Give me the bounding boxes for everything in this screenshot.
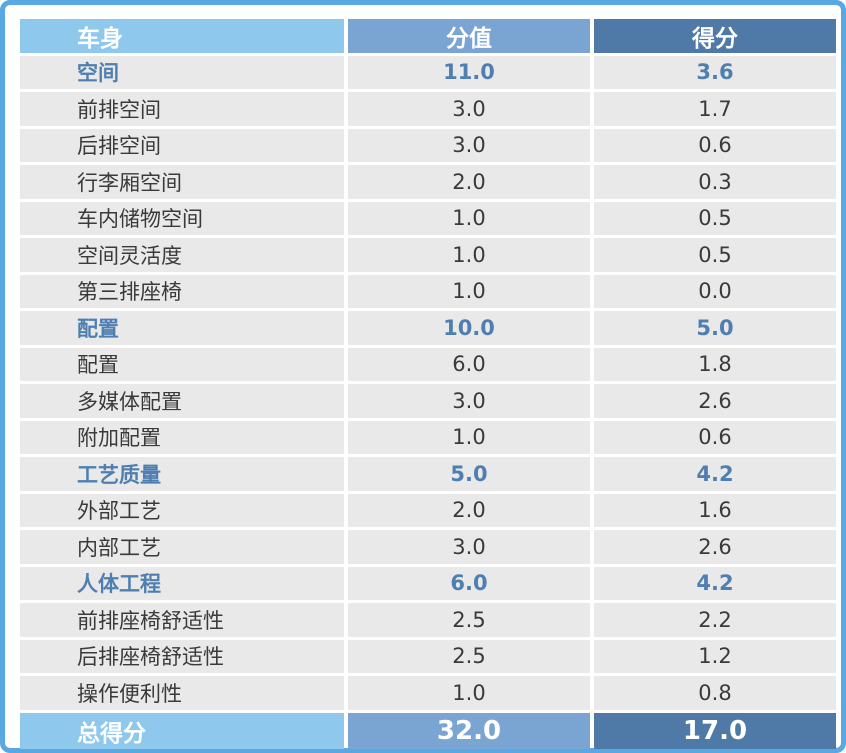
row-max-points: 3.0 [348,128,590,162]
row-name: 前排座椅舒适性 [20,603,344,637]
row-score: 3.6 [594,55,836,89]
row-name: 内部工艺 [20,530,344,564]
row-max-points: 2.5 [348,603,590,637]
total-score: 17.0 [594,712,836,749]
row-max-points: 2.0 [348,165,590,199]
row-max-points: 1.0 [348,420,590,454]
row-score: 4.2 [594,566,836,600]
row-max-points: 1.0 [348,676,590,710]
row-name: 后排座椅舒适性 [20,639,344,673]
row-score: 0.0 [594,274,836,308]
row-score: 0.6 [594,128,836,162]
row-max-points: 2.0 [348,493,590,527]
row-score: 0.6 [594,420,836,454]
row-score: 0.8 [594,676,836,710]
score-table: 车身 分值 得分 空间 11.0 3.6 前排空间 3.0 1.7 后排空间 3.0 0.6 行李… [20,19,836,749]
row-max-points: 11.0 [348,55,590,89]
row-score: 2.6 [594,384,836,418]
row-name: 空间 [20,55,344,89]
row-max-points: 3.0 [348,530,590,564]
row-max-points: 2.5 [348,639,590,673]
header-category: 车身 [20,19,344,53]
row-max-points: 6.0 [348,347,590,381]
total-label: 总得分 [20,712,344,749]
row-score: 4.2 [594,457,836,491]
row-name: 操作便利性 [20,676,344,710]
row-score: 2.6 [594,530,836,564]
row-max-points: 3.0 [348,384,590,418]
row-score: 1.6 [594,493,836,527]
row-name: 空间灵活度 [20,238,344,272]
total-max-points: 32.0 [348,712,590,749]
row-name: 车内储物空间 [20,201,344,235]
row-name: 多媒体配置 [20,384,344,418]
row-name: 第三排座椅 [20,274,344,308]
row-score: 1.2 [594,639,836,673]
row-score: 0.5 [594,238,836,272]
row-name: 配置 [20,311,344,345]
row-max-points: 3.0 [348,92,590,126]
row-score: 2.2 [594,603,836,637]
row-max-points: 1.0 [348,274,590,308]
header-max-points: 分值 [348,19,590,53]
row-name: 工艺质量 [20,457,344,491]
row-name: 后排空间 [20,128,344,162]
row-max-points: 1.0 [348,201,590,235]
row-name: 附加配置 [20,420,344,454]
row-name: 前排空间 [20,92,344,126]
row-max-points: 1.0 [348,238,590,272]
row-name: 配置 [20,347,344,381]
row-max-points: 6.0 [348,566,590,600]
row-name: 外部工艺 [20,493,344,527]
row-score: 0.3 [594,165,836,199]
row-score: 5.0 [594,311,836,345]
row-max-points: 10.0 [348,311,590,345]
row-max-points: 5.0 [348,457,590,491]
row-name: 行李厢空间 [20,165,344,199]
row-name: 人体工程 [20,566,344,600]
header-score: 得分 [594,19,836,53]
row-score: 1.8 [594,347,836,381]
row-score: 1.7 [594,92,836,126]
row-score: 0.5 [594,201,836,235]
